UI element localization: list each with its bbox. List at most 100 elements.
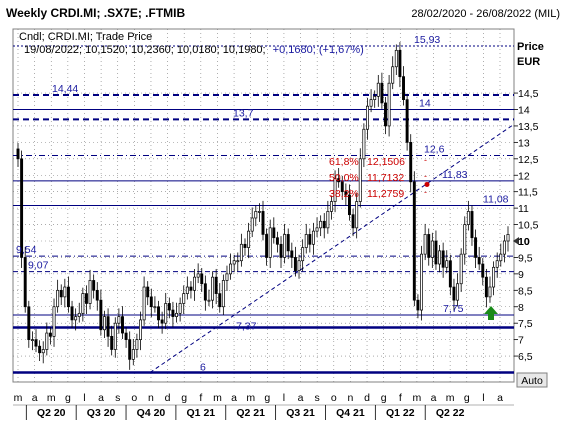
candle-body [218,293,222,308]
fib-dash: - [424,187,427,197]
candle-body [185,286,189,294]
y-tick-label: 10,5 [518,220,539,232]
y-tick-label: 8 [518,302,524,314]
x-month-label: g [65,392,71,404]
x-month-label: n [148,392,154,404]
candle-body [34,339,38,347]
level-label: 9,07 [28,260,49,272]
auto-scale-button[interactable]: Auto [516,372,548,388]
y-tick-label: 8,5 [518,285,533,297]
candle-body [268,227,272,258]
candle-body [182,293,186,304]
x-month-label: l [83,392,85,404]
y-tick-label: 14 [518,105,530,117]
candle-body [427,234,431,258]
candle-body [423,234,427,255]
candle-body [304,234,308,248]
candle-body [416,299,420,311]
y-tick-label: 13,5 [518,121,539,133]
candle-body [420,253,423,311]
fib-value-label: 12,1506 [367,156,405,168]
candle-body [225,273,229,281]
candle-body [121,316,124,334]
y-tick-label: 14,5 [518,88,539,100]
level-label: 7,37 [236,320,257,332]
candle-body [470,211,474,239]
legend-ohlc: 19/08/2022; 10,1520; 10,2360; 10,0180; 1… [24,44,266,56]
candle-body [506,234,510,242]
candle-body [254,211,258,219]
candle-body [243,243,247,248]
candle-body [283,234,287,258]
candle-body [272,227,276,239]
y-tick-label: 9 [518,269,524,281]
level-label: 14 [419,98,431,110]
candle-body [348,194,351,216]
candle-body [157,306,160,321]
candle-body [41,349,45,354]
x-quarter-label: Q3 20 [87,407,116,419]
candle-body [221,280,225,308]
x-month-label: s [115,392,120,404]
candle-body [232,260,236,265]
candle-body [409,142,413,183]
x-month-label: n [347,392,353,404]
y-tick-label: 9,5 [518,252,533,264]
x-quarter-label: Q2 22 [436,407,465,419]
candle-body [110,335,114,350]
candle-body [286,234,290,252]
candle-body [149,296,153,308]
candle-body [142,286,146,321]
x-month-label: a [298,392,304,404]
candle-body [81,293,85,314]
candle-body [99,299,103,331]
candle-body [333,178,337,202]
candle-body [257,211,261,213]
candle-body [135,339,139,350]
candle-body [23,257,27,308]
trend-line [149,123,515,373]
y-tick-label: 7,5 [518,318,533,330]
y-tick-label: 10 [518,236,530,248]
candle-body [488,286,492,298]
candle-body [171,309,175,317]
candle-body [103,316,106,331]
candle-body [329,201,333,212]
x-month-label: a [231,392,237,404]
candle-body [448,260,452,288]
candle-body [56,289,60,308]
x-quarter-label: Q4 20 [137,407,166,419]
x-month-label: d [364,392,370,404]
candle-body [373,95,377,100]
candle-body [438,250,442,265]
axis-title-price: Price [517,41,544,53]
fib-value-label: 11,2759 [367,188,404,200]
candle-body [59,289,63,298]
level-label: 7,75 [443,303,464,315]
level-labels-layer: 15,93 14,44 14 13,7 12,6 11,83 11,08 9,54 9,07 7,… [16,34,509,373]
x-quarter-label: Q2 21 [236,407,265,419]
candles-layer [16,42,510,370]
x-month-label: g [381,392,387,404]
fib-value-label: 11,7132 [367,172,404,184]
candle-body [236,260,240,263]
date-range: 28/02/2020 - 26/08/2022 (MIL) [411,8,560,20]
up-arrow-icon [484,306,498,320]
candle-body [466,211,470,225]
candle-body [459,253,463,285]
x-month-label: a [431,392,437,404]
candle-body [196,273,200,278]
candle-body [124,332,128,340]
candle-body [430,240,434,258]
y-tick-label: 11,5 [518,187,538,199]
candle-body [297,260,301,271]
candle-body [308,234,312,245]
fib-percent-label: 61,8% [329,156,359,168]
candle-body [398,49,402,77]
candle-body [178,303,182,314]
x-month-label: m [47,392,56,404]
candle-body [164,303,168,324]
candle-body [200,273,204,285]
fib-percent-label: 50,0% [329,172,359,184]
x-quarter-label: Q2 20 [37,407,66,419]
